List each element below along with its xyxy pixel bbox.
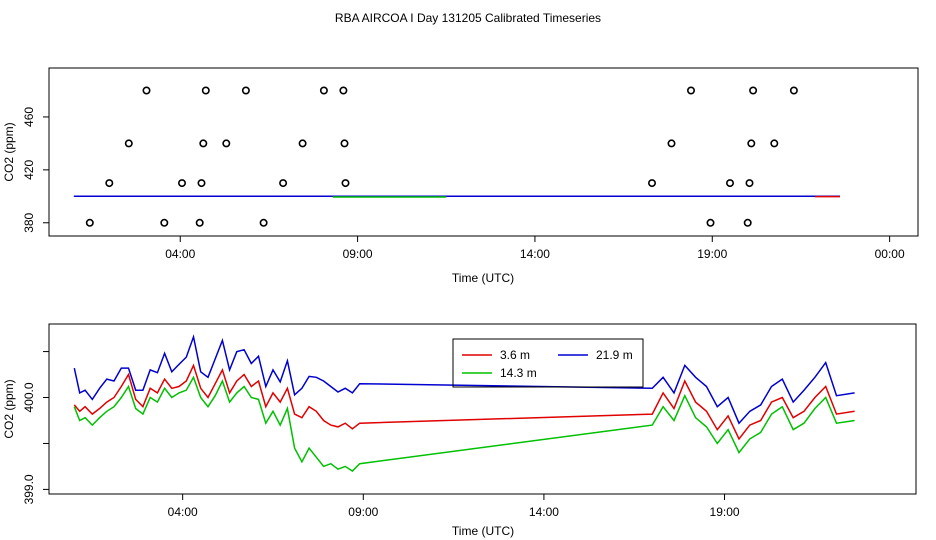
flask-point [85,218,94,227]
flask-point [142,86,151,95]
legend-label-3-6m: 3.6 m [500,348,530,362]
top-x-tick-label: 09:00 [343,247,373,261]
top-plot-frame [48,67,919,237]
bottom-ylabel: CO2 (ppm) [2,379,16,438]
bottom-series-3-6-m [73,363,855,441]
flask-point [195,218,204,227]
flask-point [339,86,348,95]
top-panel: 04:00 09:00 14:00 19:00 00:00 380 420 460 Time … [2,67,919,285]
top-flask-points [85,86,798,227]
flask-point [789,86,798,95]
top-y-tick-label: 420 [22,160,36,180]
flask-point [197,179,206,188]
top-axes: 04:00 09:00 14:00 19:00 00:00 380 420 460 [22,107,905,261]
flask-point [667,139,676,148]
flask-point [747,139,756,148]
top-y-tick-label: 460 [22,107,36,127]
bottom-x-tick-label: 04:00 [168,505,198,519]
top-x-tick-label: 19:00 [697,247,727,261]
flask-point [241,86,250,95]
top-y-tick-label: 380 [22,212,36,232]
flask-point [199,139,208,148]
bottom-series-21-9-m [73,334,855,425]
flask-point [341,179,350,188]
top-x-tick-label: 14:00 [520,247,550,261]
flask-point [743,218,752,227]
flask-point [340,139,349,148]
flask-point [770,139,779,148]
legend-box [452,338,644,388]
bottom-x-tick-label: 09:00 [348,505,378,519]
bottom-y-tick-label: 399.0 [22,474,36,504]
top-series-lines [73,195,840,198]
flask-point [319,86,328,95]
legend-label-21-9m: 21.9 m [596,348,633,362]
flask-point [298,139,307,148]
legend: 3.6 m 21.9 m 14.3 m [452,338,644,388]
bottom-series-lines [73,334,855,472]
bottom-x-tick-label: 19:00 [710,505,740,519]
bottom-plot-frame [48,323,917,495]
bottom-xlabel: Time (UTC) [452,524,514,538]
top-x-tick-label: 00:00 [875,247,905,261]
flask-point [686,86,695,95]
flask-point [178,179,187,188]
legend-label-14-3m: 14.3 m [500,366,537,380]
top-xlabel: Time (UTC) [452,271,514,285]
chart-title: RBA AIRCOA I Day 131205 Calibrated Times… [335,11,601,25]
flask-point [749,86,758,95]
flask-point [105,179,114,188]
flask-point [647,179,656,188]
bottom-panel: 04:00 09:00 14:00 19:00 399.0 400.0 Time (UTC… [2,323,917,538]
bottom-y-tick-label: 400.0 [22,382,36,412]
bottom-x-tick-label: 14:00 [529,505,559,519]
flask-point [259,218,268,227]
flask-point [706,218,715,227]
flask-point [279,179,288,188]
flask-point [745,179,754,188]
flask-point [160,218,169,227]
flask-point [222,139,231,148]
flask-point [725,179,734,188]
flask-point [124,139,133,148]
flask-point [201,86,210,95]
top-ylabel: CO2 (ppm) [2,122,16,181]
bottom-series-14-3-m [73,375,855,472]
bottom-axes: 04:00 09:00 14:00 19:00 399.0 400.0 [22,351,740,519]
top-x-tick-label: 04:00 [165,247,195,261]
